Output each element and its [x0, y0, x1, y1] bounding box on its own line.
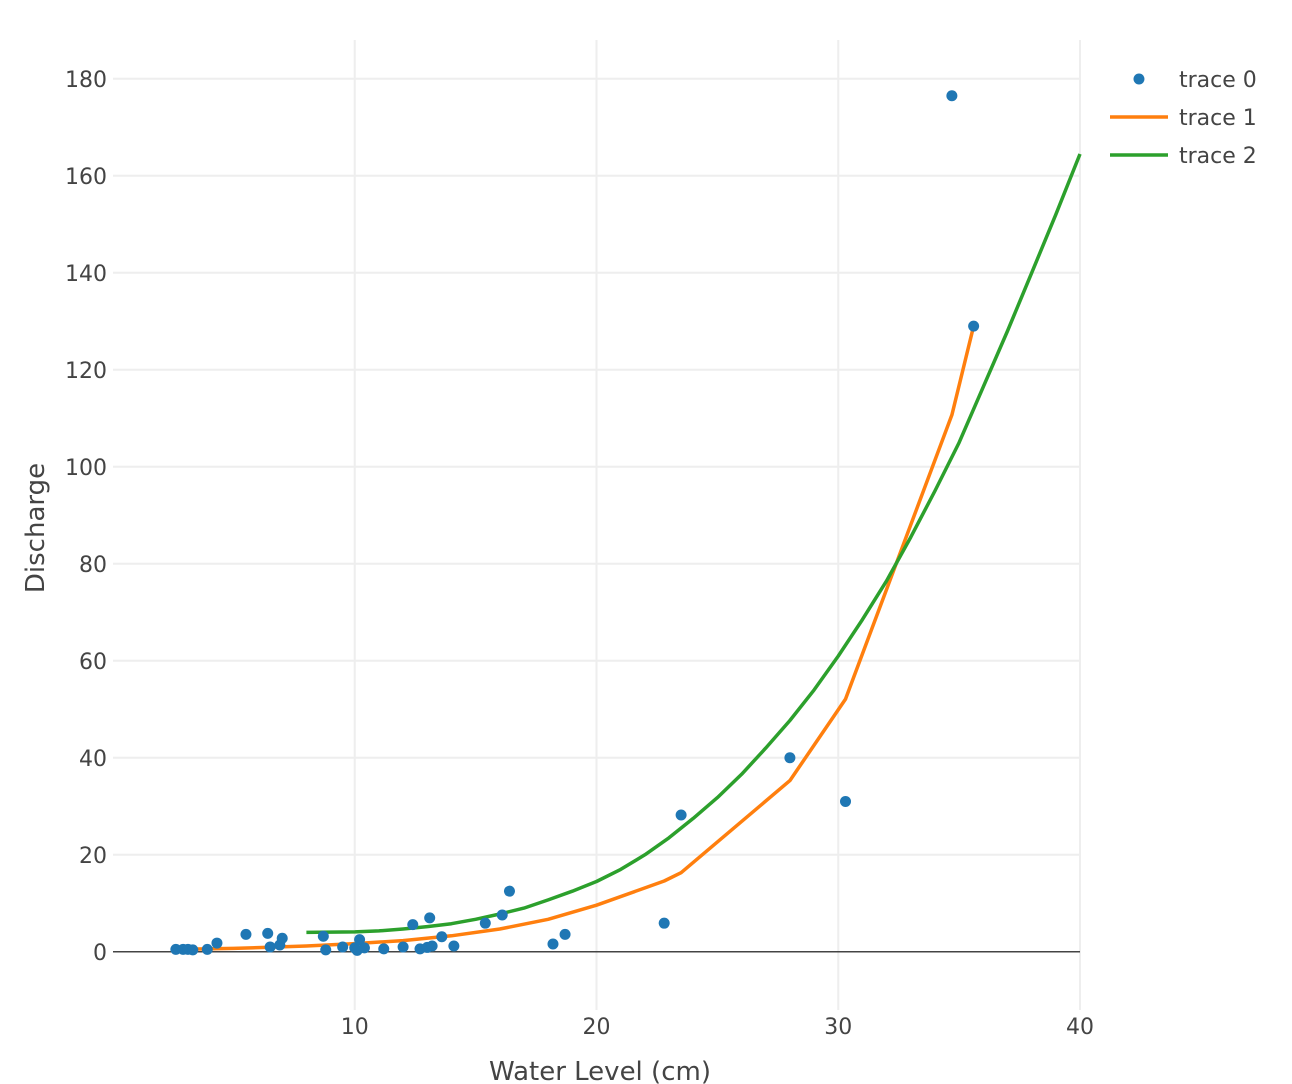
y-tick-label: 140 — [65, 262, 107, 287]
data-point[interactable] — [675, 809, 687, 821]
data-point[interactable] — [559, 928, 571, 940]
data-point[interactable] — [397, 941, 409, 953]
data-point[interactable] — [448, 940, 460, 952]
y-tick-label: 100 — [65, 456, 107, 481]
data-point[interactable] — [503, 885, 515, 897]
data-point[interactable] — [187, 944, 199, 956]
y-axis-ticks: 0 20 40 60 80 100 120 140 160 180 — [65, 68, 107, 966]
legend-item-trace-0[interactable]: trace 0 — [1133, 68, 1257, 93]
data-point[interactable] — [337, 941, 349, 953]
series-line-trace-2[interactable] — [306, 153, 1082, 935]
y-tick-label: 160 — [65, 165, 107, 190]
data-point[interactable] — [946, 90, 958, 102]
data-point[interactable] — [547, 938, 559, 950]
legend-label: trace 1 — [1179, 106, 1257, 131]
data-point[interactable] — [968, 320, 980, 332]
y-tick-label: 80 — [79, 553, 107, 578]
data-point[interactable] — [264, 941, 276, 953]
y-tick-label: 60 — [79, 650, 107, 675]
data-point[interactable] — [840, 795, 852, 807]
data-point[interactable] — [407, 919, 419, 931]
legend-item-trace-1[interactable]: trace 1 — [1110, 106, 1257, 131]
data-point[interactable] — [240, 928, 252, 940]
series-line-trace-1[interactable] — [175, 325, 976, 952]
data-point[interactable] — [426, 940, 438, 952]
x-tick-label: 30 — [824, 1015, 852, 1040]
y-tick-label: 120 — [65, 359, 107, 384]
y-tick-label: 40 — [79, 747, 107, 772]
legend-item-trace-2[interactable]: trace 2 — [1110, 144, 1257, 169]
data-point[interactable] — [317, 930, 329, 942]
data-point[interactable] — [358, 942, 370, 954]
legend[interactable]: trace 0 trace 1 trace 2 — [1110, 68, 1257, 169]
y-axis-title: Discharge — [21, 463, 51, 593]
x-axis-title: Water Level (cm) — [489, 1057, 711, 1084]
data-point[interactable] — [262, 927, 274, 939]
data-point[interactable] — [211, 937, 223, 949]
data-point[interactable] — [201, 943, 213, 955]
legend-marker — [1133, 73, 1145, 85]
data-point[interactable] — [424, 912, 436, 924]
x-tick-label: 20 — [583, 1015, 611, 1040]
legend-label: trace 2 — [1179, 144, 1257, 169]
data-point[interactable] — [479, 917, 491, 929]
y-tick-label: 20 — [79, 844, 107, 869]
x-tick-label: 10 — [341, 1015, 369, 1040]
grid-lines — [113, 40, 1081, 1010]
x-axis-ticks: 10 20 30 40 — [341, 1015, 1094, 1040]
y-tick-label: 180 — [65, 68, 107, 93]
data-point[interactable] — [276, 932, 288, 944]
data-point[interactable] — [378, 943, 390, 955]
series-layer — [170, 90, 1082, 956]
data-point[interactable] — [354, 934, 366, 946]
data-point[interactable] — [496, 909, 508, 921]
x-tick-label: 40 — [1066, 1015, 1094, 1040]
y-tick-label: 0 — [93, 941, 107, 966]
data-point[interactable] — [320, 944, 332, 956]
data-point[interactable] — [436, 931, 448, 943]
data-point[interactable] — [658, 917, 670, 929]
legend-label: trace 0 — [1179, 68, 1257, 93]
data-point[interactable] — [784, 752, 796, 764]
